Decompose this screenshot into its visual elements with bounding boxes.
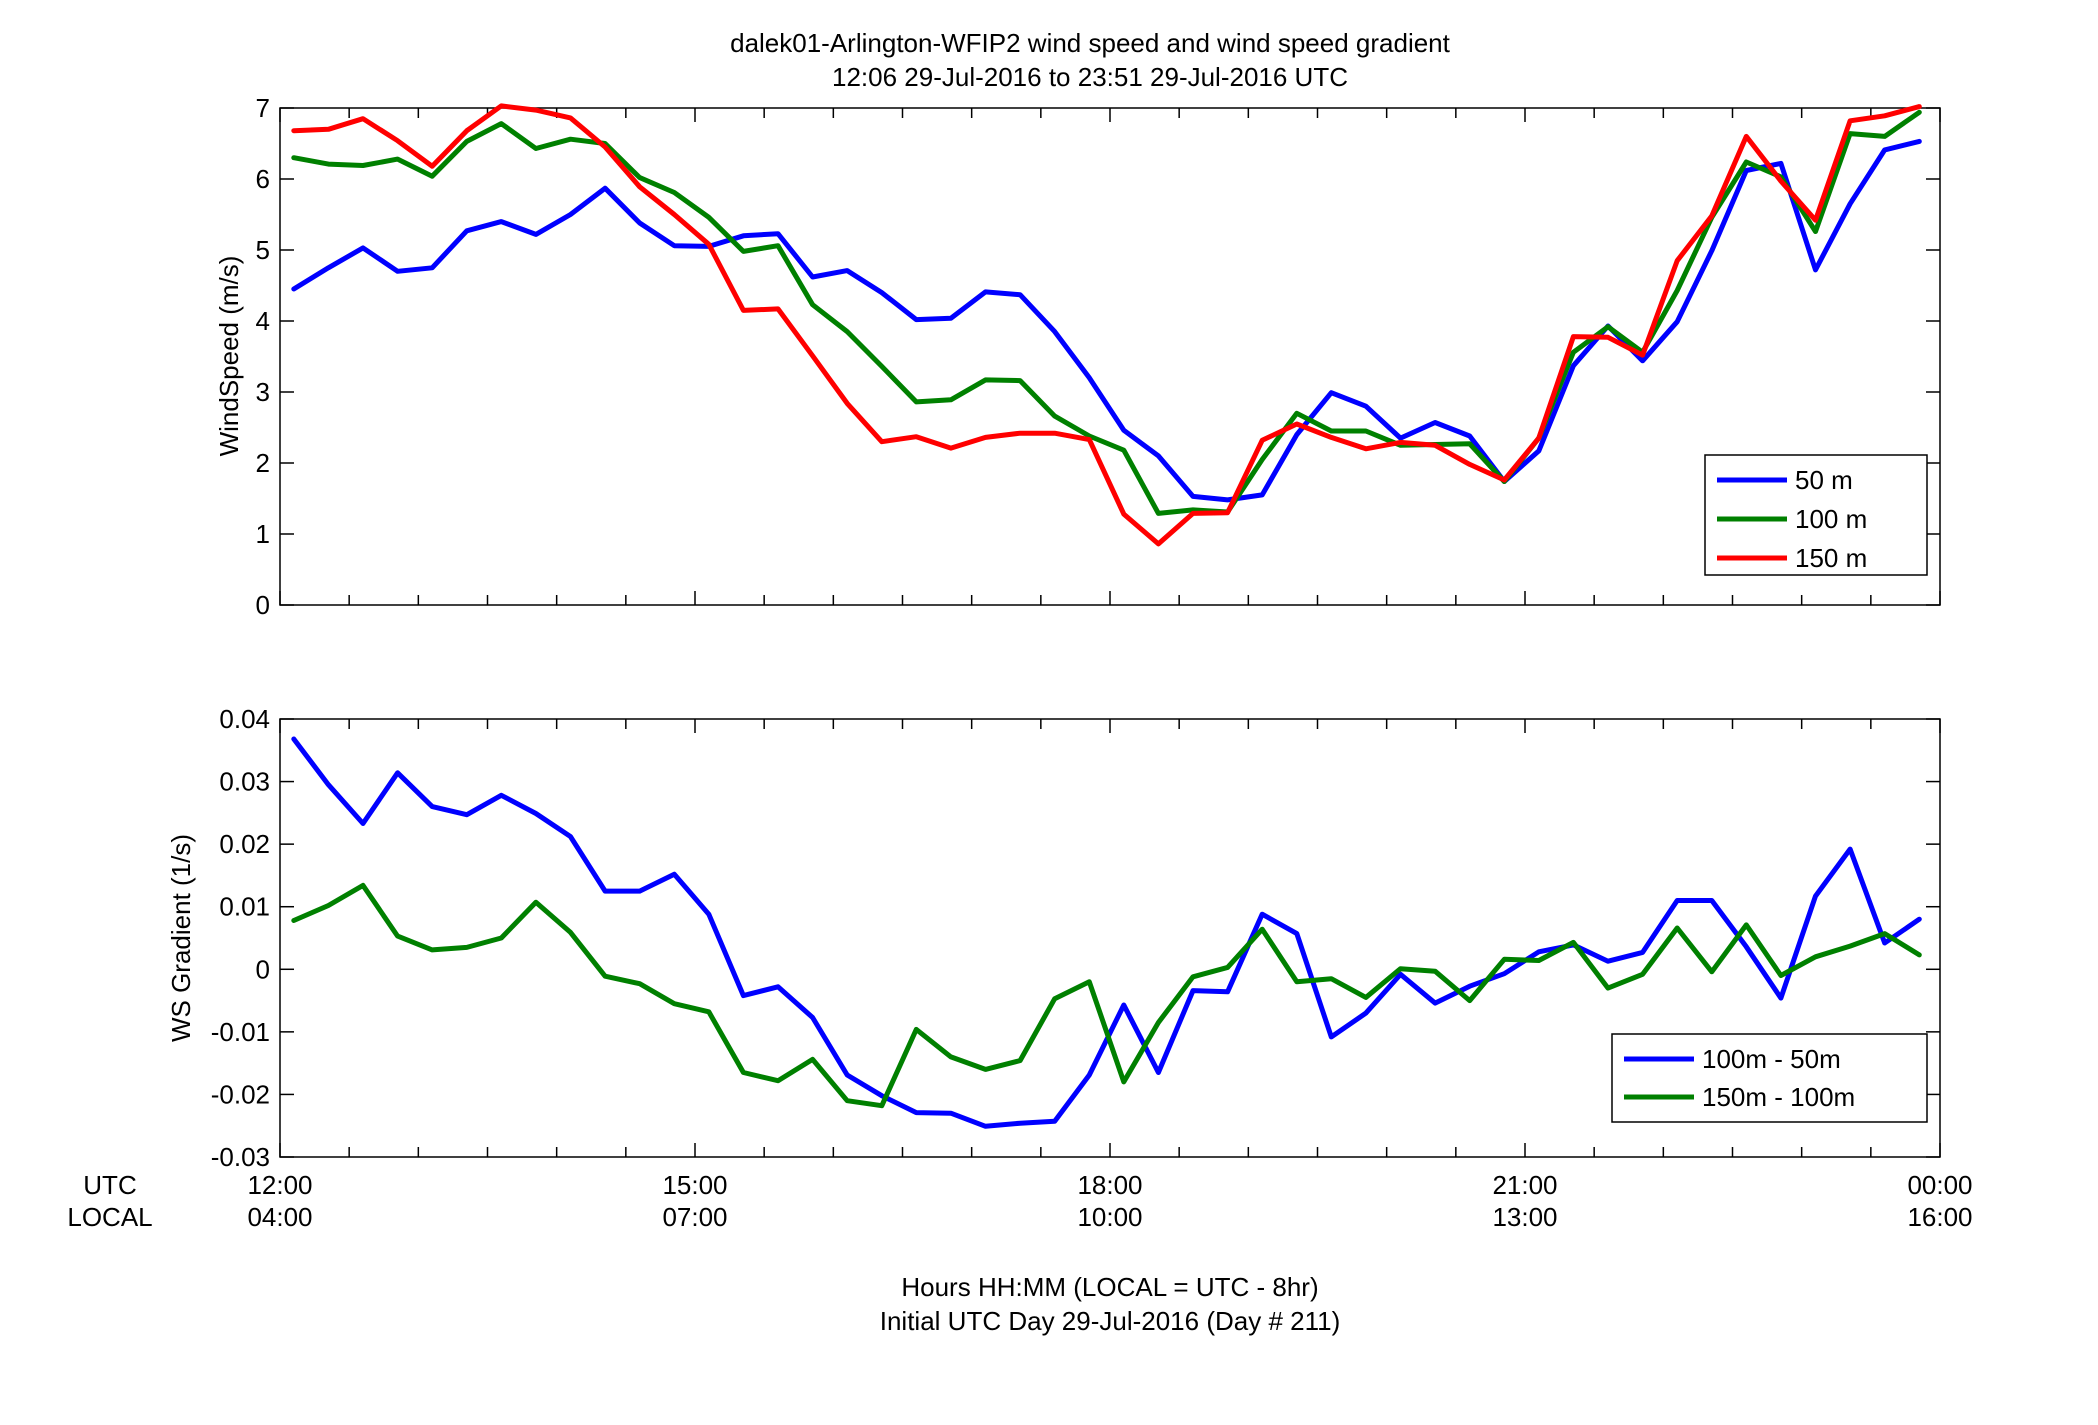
figure-title-line1: dalek01-Arlington-WFIP2 wind speed and w… (730, 28, 1451, 58)
gradient-y-tick-label: -0.02 (211, 1079, 270, 1109)
gradient-ticks: -0.03 -0.02 -0.01 0 0.01 0.02 0.03 0.04 (211, 704, 1941, 1172)
local-row-label: LOCAL (67, 1202, 152, 1232)
gradient-series-line-1 (291, 882, 1922, 1109)
wind-speed-legend-label-2: 150 m (1795, 543, 1867, 573)
x-tick-label-local: 04:00 (247, 1202, 312, 1232)
wind-speed-series-line-2 (291, 103, 1922, 547)
gradient-series (291, 736, 1922, 1129)
wind-speed-y-axis-label: WindSpeed (m/s) (214, 256, 244, 457)
wind-speed-legend-label-1: 100 m (1795, 504, 1867, 534)
wind-speed-ticks: 0 1 2 3 4 5 6 7 (256, 93, 1941, 620)
wind-speed-plot-area (279, 107, 1941, 606)
gradient-y-tick-label: -0.03 (211, 1142, 270, 1172)
gradient-legend-label-1: 150m - 100m (1702, 1082, 1855, 1112)
wind-speed-legend-label-0: 50 m (1795, 465, 1853, 495)
wind-speed-panel: 0 1 2 3 4 5 6 7 WindSpeed (m/s) 50 m 100 m 150 m (214, 93, 1941, 620)
x-tick-label-local: 13:00 (1492, 1202, 1557, 1232)
gradient-y-tick-label: 0.03 (219, 767, 270, 797)
gradient-legend: 100m - 50m 150m - 100m (1611, 1033, 1928, 1123)
wind-speed-y-tick-label: 7 (256, 93, 270, 123)
wind-speed-y-tick-label: 1 (256, 519, 270, 549)
x-tick-label-local: 16:00 (1907, 1202, 1972, 1232)
figure-title-line2: 12:06 29-Jul-2016 to 23:51 29-Jul-2016 U… (832, 62, 1348, 92)
wind-speed-legend-box (1704, 454, 1928, 576)
gradient-y-tick-label: -0.01 (211, 1017, 270, 1047)
wind-speed-y-tick-label: 3 (256, 377, 270, 407)
x-tick-label-local: 10:00 (1077, 1202, 1142, 1232)
wind-speed-y-tick-label: 5 (256, 235, 270, 265)
x-tick-label-utc: 21:00 (1492, 1170, 1557, 1200)
gradient-y-tick-label: 0.02 (219, 829, 270, 859)
utc-row-label: UTC (83, 1170, 136, 1200)
gradient-y-axis-label: WS Gradient (1/s) (166, 834, 196, 1042)
gradient-legend-label-0: 100m - 50m (1702, 1044, 1841, 1074)
gradient-y-tick-label: 0.04 (219, 704, 270, 734)
wind-speed-legend: 50 m 100 m 150 m (1704, 454, 1928, 576)
wind-speed-series-line-0 (291, 138, 1922, 503)
gradient-series-line-0 (291, 736, 1922, 1129)
x-tick-label-utc: 15:00 (662, 1170, 727, 1200)
gradient-legend-box (1611, 1033, 1928, 1123)
wind-speed-y-tick-label: 6 (256, 164, 270, 194)
x-tick-label-local: 07:00 (662, 1202, 727, 1232)
wind-speed-y-tick-label: 4 (256, 306, 270, 336)
wind-speed-y-tick-label: 2 (256, 448, 270, 478)
x-axis-label-line1: Hours HH:MM (LOCAL = UTC - 8hr) (901, 1272, 1318, 1302)
x-axis-label-line2: Initial UTC Day 29-Jul-2016 (Day # 211) (880, 1306, 1340, 1336)
x-tick-label-utc: 12:00 (247, 1170, 312, 1200)
gradient-y-tick-label: 0 (256, 954, 270, 984)
wind-speed-y-tick-label: 0 (256, 590, 270, 620)
gradient-y-tick-label: 0.01 (219, 892, 270, 922)
wind-speed-series (291, 103, 1922, 547)
x-tick-label-utc: 18:00 (1077, 1170, 1142, 1200)
gradient-panel: -0.03 -0.02 -0.01 0 0.01 0.02 0.03 0.04 WS Grad… (166, 704, 1941, 1172)
x-tick-label-utc: 00:00 (1907, 1170, 1972, 1200)
